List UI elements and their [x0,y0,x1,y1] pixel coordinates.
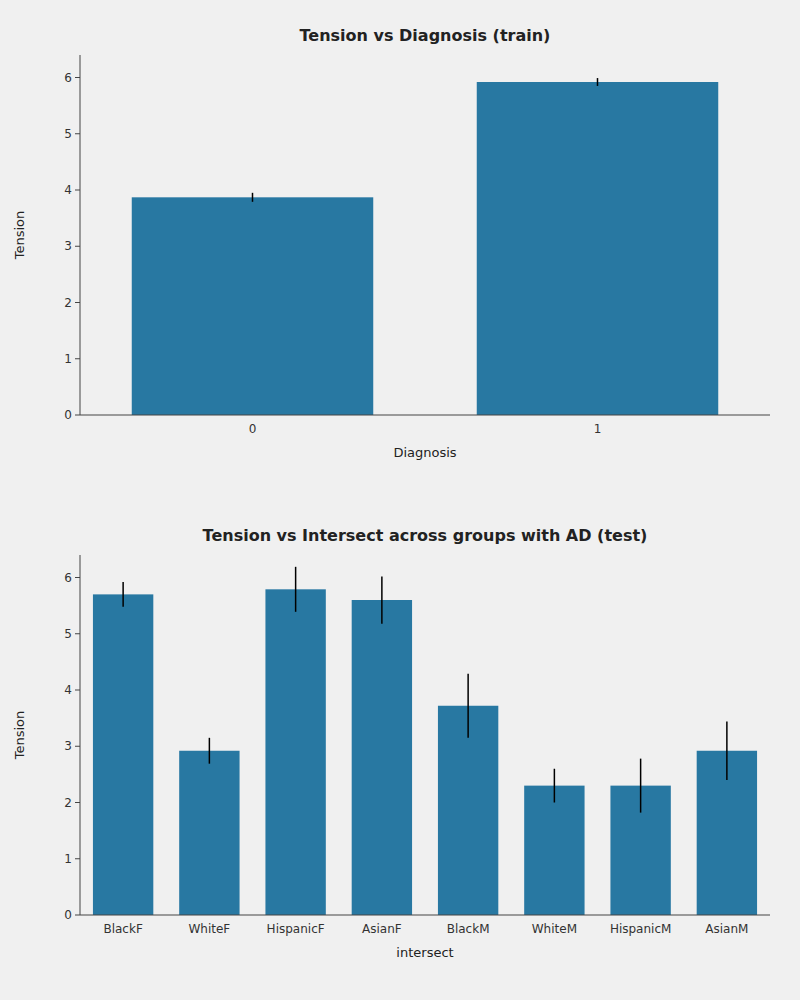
y-tick [75,190,80,191]
y-tick [75,858,80,859]
error-bar [597,78,599,86]
y-tick [75,802,80,803]
x-tick-label: 0 [249,422,257,436]
title: Tension vs Diagnosis (train) [300,26,551,45]
panel: Tension vs Intersect across groups with … [12,526,770,960]
title: Tension vs Intersect across groups with … [203,526,648,545]
x-tick-label: HispanicF [267,922,325,936]
y-tick [75,577,80,578]
y-tick-label: 3 [64,739,72,753]
error-bar [640,759,642,813]
y-tick-label: 3 [64,239,72,253]
marks [93,567,757,915]
bar [352,600,412,915]
y-axis-label: Tension [12,211,27,261]
y-tick [75,415,80,416]
bar [179,751,239,915]
error-bar [252,193,254,202]
bar [524,786,584,915]
x-axis-label: intersect [396,945,453,960]
y-tick [75,133,80,134]
y-tick-label: 4 [64,683,72,697]
x-tick-label: WhiteM [532,922,577,936]
x-tick-label: BlackM [447,922,490,936]
bar [265,589,325,915]
x-tick-label: BlackF [103,922,142,936]
error-bar [295,567,297,612]
y-tick [75,746,80,747]
x-tick-label: AsianF [362,922,402,936]
y-tick [75,633,80,634]
y-tick [75,302,80,303]
bar [477,82,719,415]
y-tick-label: 1 [64,852,72,866]
y-axis [80,55,81,415]
y-axis [80,555,81,915]
y-tick [75,77,80,78]
y-tick [75,358,80,359]
y-tick-label: 6 [64,71,72,85]
y-axis-label: Tension [12,711,27,761]
error-bar [726,722,728,781]
x-tick-label: AsianM [705,922,748,936]
x-tick-label: WhiteF [188,922,230,936]
y-tick-label: 5 [64,627,72,641]
y-tick-label: 2 [64,796,72,810]
y-tick-label: 0 [64,908,72,922]
error-bar [554,769,556,803]
x-tick-label: 1 [594,422,602,436]
x-axis [80,415,770,416]
y-tick [75,915,80,916]
y-tick-label: 2 [64,296,72,310]
y-tick [75,690,80,691]
error-bar [209,738,211,764]
error-bar [467,674,469,738]
bar [93,594,153,915]
y-tick-label: 5 [64,127,72,141]
bar [132,197,374,415]
y-tick-label: 1 [64,352,72,366]
figure: Tension vs Diagnosis (train) 0 1 2 3 4 5 6 0 1 Dia… [0,0,800,1000]
marks [132,78,719,415]
x-tick-label: HispanicM [610,922,671,936]
error-bar [381,576,383,623]
y-tick-label: 0 [64,408,72,422]
y-tick-label: 4 [64,183,72,197]
x-axis [80,915,770,916]
error-bar [122,582,124,607]
panel: Tension vs Diagnosis (train) 0 1 2 3 4 5 6 0 1 Dia… [12,26,770,460]
y-tick-label: 6 [64,571,72,585]
y-tick [75,246,80,247]
x-axis-label: Diagnosis [393,445,456,460]
